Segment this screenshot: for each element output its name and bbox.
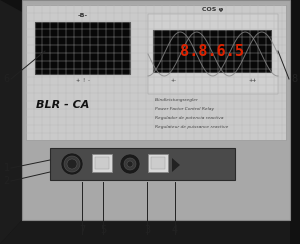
Text: BLR - CA: BLR - CA xyxy=(36,100,89,110)
Polygon shape xyxy=(172,158,180,172)
Text: 3: 3 xyxy=(144,225,150,235)
Text: +-: +- xyxy=(170,78,176,83)
Text: Blindleistungsregler: Blindleistungsregler xyxy=(155,98,199,102)
Text: -B-: -B- xyxy=(77,13,88,18)
Bar xyxy=(153,30,271,72)
Text: +  !  -: + ! - xyxy=(76,78,89,83)
Text: 2: 2 xyxy=(4,176,10,186)
Bar xyxy=(151,157,165,169)
Text: 7: 7 xyxy=(79,225,85,235)
Polygon shape xyxy=(0,220,290,244)
Text: Regulador de potencia reactiva: Regulador de potencia reactiva xyxy=(155,116,224,120)
Bar xyxy=(26,5,286,140)
Circle shape xyxy=(120,154,140,174)
Bar xyxy=(92,154,112,172)
Bar xyxy=(35,22,130,74)
Circle shape xyxy=(124,158,136,170)
Text: 6: 6 xyxy=(4,74,10,84)
Text: ++: ++ xyxy=(249,78,257,83)
Circle shape xyxy=(67,159,77,169)
Text: 8: 8 xyxy=(291,74,297,84)
Text: Power Factor Control Relay: Power Factor Control Relay xyxy=(155,107,214,111)
Text: 1: 1 xyxy=(4,163,10,173)
Bar xyxy=(148,154,168,172)
Circle shape xyxy=(64,156,80,172)
Circle shape xyxy=(127,161,133,167)
Text: 8.8.6.5: 8.8.6.5 xyxy=(180,43,244,59)
Text: 4: 4 xyxy=(172,225,178,235)
Bar xyxy=(22,0,290,220)
Bar xyxy=(95,157,109,169)
Polygon shape xyxy=(0,0,22,244)
Text: Regulateur de puissance reactive: Regulateur de puissance reactive xyxy=(155,125,228,129)
Text: 5: 5 xyxy=(100,225,106,235)
Circle shape xyxy=(61,153,83,175)
Text: COS φ: COS φ xyxy=(202,7,224,12)
Bar xyxy=(50,148,235,180)
Bar xyxy=(148,14,278,94)
